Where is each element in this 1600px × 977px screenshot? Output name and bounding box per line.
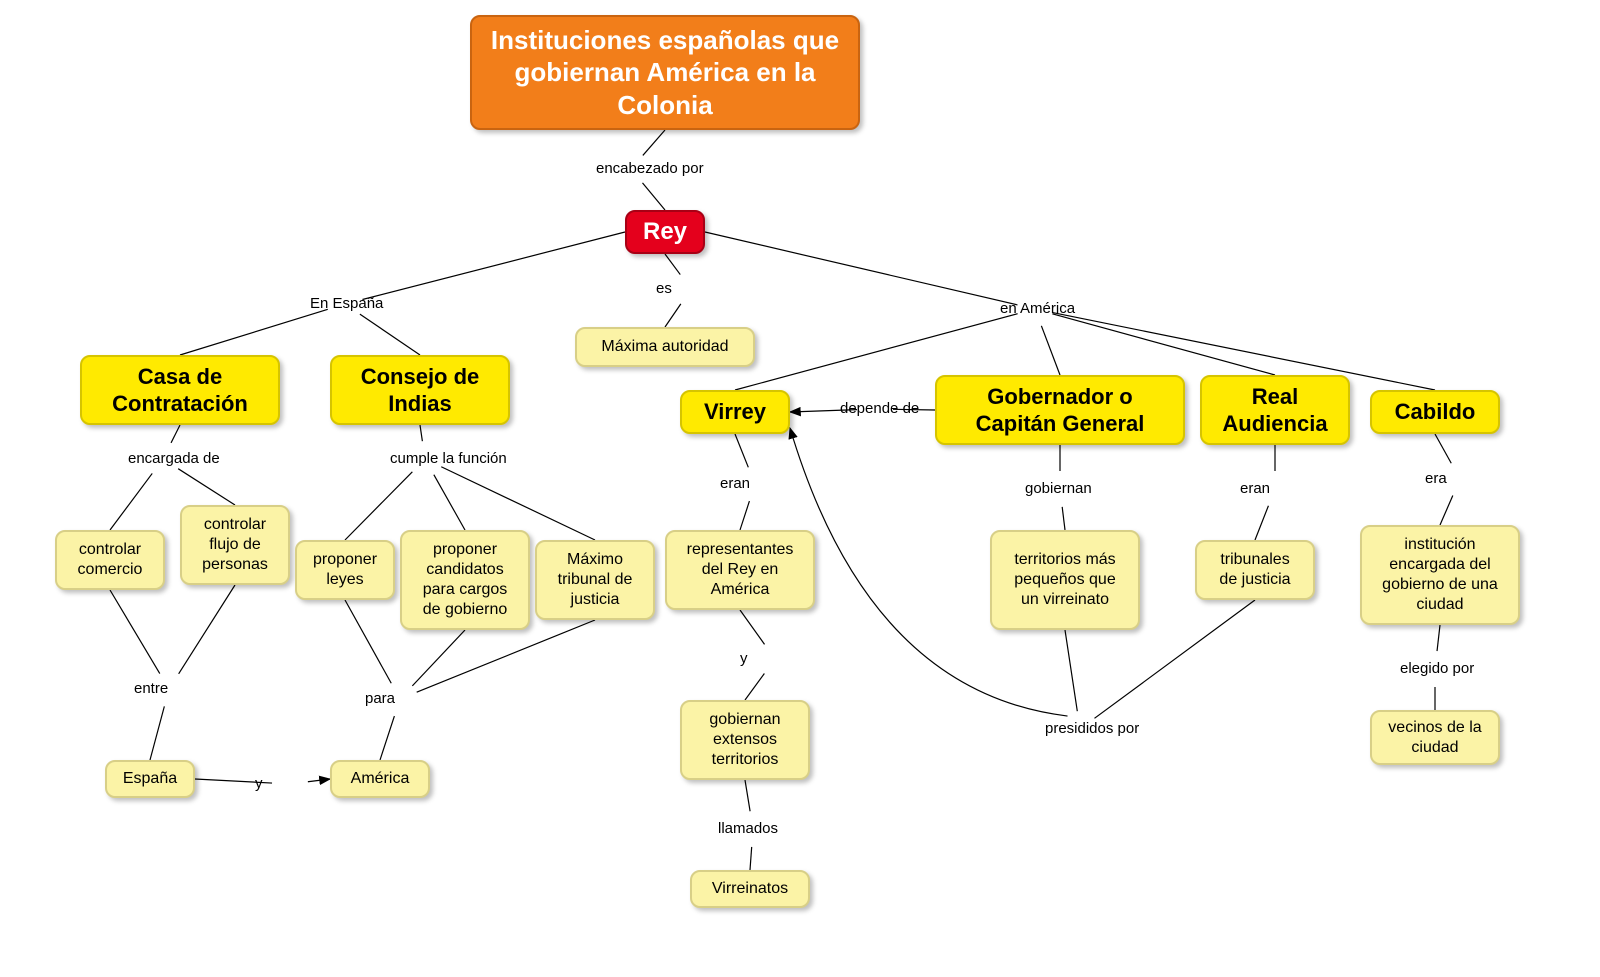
virrey-node: Virrey bbox=[680, 390, 790, 434]
real-audiencia-node: Real Audiencia bbox=[1200, 375, 1350, 445]
controlar-flujo-node: controlar flujo de personas bbox=[180, 505, 290, 585]
link-llamados: llamados bbox=[718, 820, 778, 838]
link-eran-virrey: eran bbox=[720, 475, 750, 493]
espana-leaf-node: España bbox=[105, 760, 195, 798]
link-en-espana: En España bbox=[310, 295, 383, 313]
link-cumple: cumple la función bbox=[390, 450, 507, 468]
america-leaf-node: América bbox=[330, 760, 430, 798]
edges-layer bbox=[0, 0, 1600, 977]
maximo-tribunal-node: Máximo tribunal de justicia bbox=[535, 540, 655, 620]
institucion-ciudad-node: institución encargada del gobierno de un… bbox=[1360, 525, 1520, 625]
link-elegido: elegido por bbox=[1400, 660, 1474, 678]
link-entre: entre bbox=[134, 680, 168, 698]
territorios-node: territorios más pequeños que un virreina… bbox=[990, 530, 1140, 630]
rey-node: Rey bbox=[625, 210, 705, 254]
link-encargada: encargada de bbox=[128, 450, 220, 468]
gobiernan-extensos-node: gobiernan extensos territorios bbox=[680, 700, 810, 780]
link-para: para bbox=[365, 690, 395, 708]
link-gobiernan: gobiernan bbox=[1025, 480, 1092, 498]
cabildo-node: Cabildo bbox=[1370, 390, 1500, 434]
link-presididos: presididos por bbox=[1045, 720, 1139, 738]
link-es: es bbox=[656, 280, 672, 298]
link-y-rep-gob: y bbox=[740, 650, 748, 668]
link-y-espana-america: y bbox=[255, 775, 263, 793]
virreinatos-node: Virreinatos bbox=[690, 870, 810, 908]
proponer-candidatos-node: proponer candidatos para cargos de gobie… bbox=[400, 530, 530, 630]
concept-map-canvas: Instituciones españolas que gobiernan Am… bbox=[0, 0, 1600, 977]
controlar-comercio-node: controlar comercio bbox=[55, 530, 165, 590]
representantes-node: representantes del Rey en América bbox=[665, 530, 815, 610]
gobernador-node: Gobernador o Capitán General bbox=[935, 375, 1185, 445]
consejo-indias-node: Consejo de Indias bbox=[330, 355, 510, 425]
vecinos-node: vecinos de la ciudad bbox=[1370, 710, 1500, 765]
link-encabezado: encabezado por bbox=[596, 160, 704, 178]
link-en-america: en América bbox=[1000, 300, 1075, 318]
tribunales-node: tribunales de justicia bbox=[1195, 540, 1315, 600]
link-era-cabildo: era bbox=[1425, 470, 1447, 488]
title-node: Instituciones españolas que gobiernan Am… bbox=[470, 15, 860, 130]
proponer-leyes-node: proponer leyes bbox=[295, 540, 395, 600]
link-eran-real: eran bbox=[1240, 480, 1270, 498]
casa-contratacion-node: Casa de Contratación bbox=[80, 355, 280, 425]
link-depende: depende de bbox=[840, 400, 919, 418]
maxima-autoridad-node: Máxima autoridad bbox=[575, 327, 755, 367]
